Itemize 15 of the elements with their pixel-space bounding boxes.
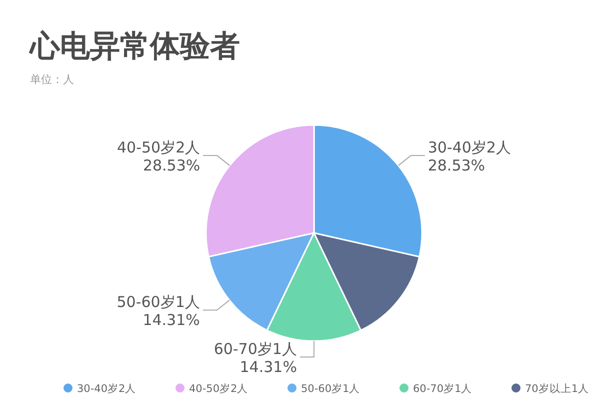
legend-label: 40-50岁2人: [189, 383, 248, 395]
legend-label: 70岁以上1人: [525, 382, 590, 395]
slice-label: 30-40岁2人: [428, 138, 511, 157]
data-label: 14.31%: [240, 358, 297, 376]
data-label: 14.31%: [142, 311, 200, 330]
legend-label: 60-70岁1人: [413, 383, 472, 395]
data-label: 28.53%: [428, 156, 486, 175]
chart-subtitle: 单位：人: [30, 73, 74, 86]
chart-title: 心电异常体验者: [28, 29, 240, 64]
data-label: 28.53%: [142, 156, 200, 175]
legend-label: 30-40岁2人: [77, 383, 136, 395]
slice-label: 50-60岁1人: [116, 293, 200, 312]
slice-label: 40-50岁2人: [117, 138, 200, 157]
legend-label: 50-60岁1人: [301, 383, 360, 395]
slice-label: 60-70岁1人: [214, 340, 297, 358]
